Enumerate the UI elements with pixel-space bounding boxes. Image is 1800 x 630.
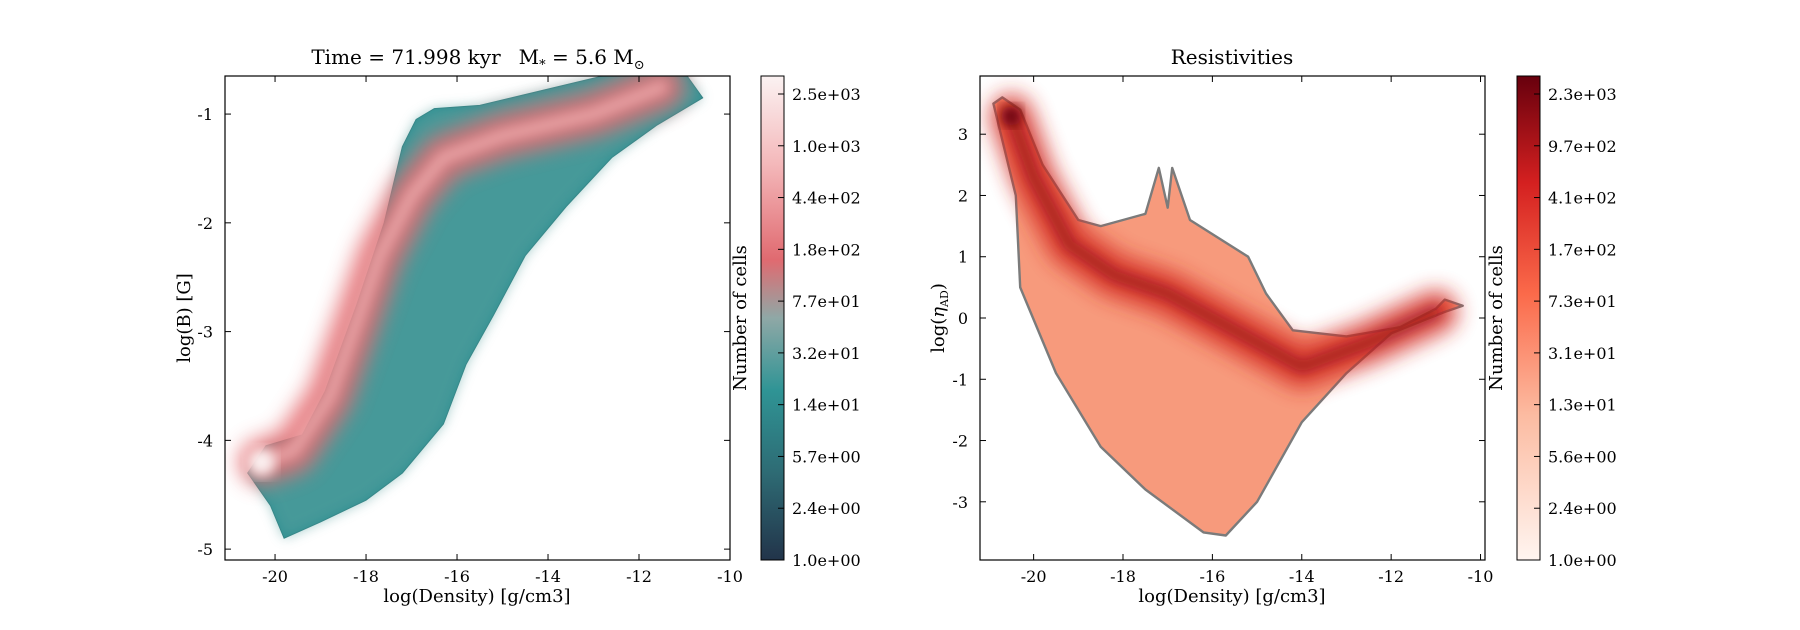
colorbar-tick-label: 2.3e+03: [1548, 85, 1617, 104]
y-tick-label: -5: [197, 540, 213, 559]
x-tick-label: -12: [1378, 567, 1404, 586]
y-tick-label: 3: [958, 125, 968, 144]
panel2-colorbar-label: Number of cells: [1486, 245, 1507, 391]
colorbar-tick-label: 1.0e+00: [1548, 551, 1617, 570]
colorbar-tick-label: 4.1e+02: [1548, 189, 1617, 208]
y-tick-label: -2: [197, 214, 213, 233]
y-tick-label: 1: [958, 248, 968, 267]
y-tick-label: -2: [952, 432, 968, 451]
panel2-title: Resistivities: [1171, 45, 1293, 69]
colorbar-tick-label: 2.5e+03: [792, 85, 861, 104]
panel2-y-ticks: -3 -2 -1 0 1 2 3: [952, 125, 1485, 512]
colorbar-tick-label: 9.7e+02: [1548, 137, 1617, 156]
colorbar-tick-label: 2.4e+00: [792, 499, 861, 518]
colorbar-tick-label: 1.3e+01: [1548, 396, 1617, 415]
colorbar-tick-label: 1.0e+03: [792, 137, 861, 156]
panel2-colorbar: [1516, 75, 1541, 561]
panel1-y-ticks: -5 -4 -3 -2 -1: [197, 105, 730, 559]
colorbar-tick-label: 1.8e+02: [792, 240, 861, 259]
panel1-x-label: log(Density) [g/cm3]: [383, 586, 570, 607]
panel1-colorbar: [760, 75, 785, 561]
x-tick-label: -10: [1468, 567, 1494, 586]
colorbar-tick-label: 1.4e+01: [792, 396, 861, 415]
x-tick-label: -20: [262, 567, 288, 586]
colorbar-tick-label: 5.7e+00: [792, 447, 861, 466]
colorbar-tick-label: 1.0e+00: [792, 551, 861, 570]
panel2-colorbar-ticks: 2.3e+03 9.7e+02 4.1e+02 1.7e+02 7.3e+01 3.1e+…: [1534, 85, 1617, 570]
panel1-colorbar-label: Number of cells: [730, 245, 751, 391]
colorbar-tick-label: 3.1e+01: [1548, 344, 1617, 363]
colorbar-tick-label: 2.4e+00: [1548, 499, 1617, 518]
panel1-distribution-ridge: [255, 80, 668, 469]
colorbar-tick-label: 4.4e+02: [792, 189, 861, 208]
panel1-distribution-midtone: [247, 76, 703, 539]
x-tick-label: -14: [535, 567, 561, 586]
panel1-y-label: log(B) [G]: [174, 273, 195, 363]
colorbar-tick-label: 7.3e+01: [1548, 292, 1617, 311]
y-tick-label: 0: [958, 309, 968, 328]
x-tick-label: -16: [1200, 567, 1226, 586]
panel1-title: Time = 71.998 kyr M* = 5.6 M⊙: [311, 45, 644, 73]
panel1-x-ticks: -20 -18 -16 -14 -12 -10: [262, 76, 743, 586]
panel2-x-label: log(Density) [g/cm3]: [1138, 586, 1325, 607]
x-tick-label: -14: [1289, 567, 1315, 586]
panel2-y-label: log(ηAD): [928, 283, 951, 353]
colorbar-tick-label: 7.7e+01: [792, 292, 861, 311]
x-tick-label: -20: [1021, 567, 1047, 586]
panel1-colorbar-ticks: 2.5e+03 1.0e+03 4.4e+02 1.8e+02 7.7e+01 3.2e+…: [778, 85, 861, 570]
x-tick-label: -10: [717, 567, 743, 586]
panel1-axes-frame: [224, 75, 731, 561]
panel1-density-peak: [247, 448, 276, 477]
x-tick-label: -16: [444, 567, 470, 586]
y-tick-label: -3: [197, 323, 213, 342]
y-tick-label: -3: [952, 493, 968, 512]
y-tick-label: -1: [952, 370, 968, 389]
y-tick-label: 2: [958, 186, 968, 205]
panel2-density-peak: [1001, 105, 1022, 126]
panel2-x-ticks: -20 -18 -16 -14 -12 -10: [1021, 76, 1494, 586]
y-tick-label: -4: [197, 431, 213, 450]
x-tick-label: -18: [353, 567, 379, 586]
panel-resistivities: Resistivities -20 -18 -16 -14 -12 -10 -3-2-10…: [928, 45, 1617, 607]
panel2-distribution-ridge: [1006, 110, 1441, 372]
x-tick-label: -18: [1110, 567, 1136, 586]
colorbar-tick-label: 5.6e+00: [1548, 447, 1617, 466]
colorbar-tick-label: 3.2e+01: [792, 344, 861, 363]
y-tick-label: -1: [197, 105, 213, 124]
panel-magnetic-field: Time = 71.998 kyr M* = 5.6 M⊙ -20 -18 -16 -1…: [174, 45, 861, 607]
x-tick-label: -12: [626, 567, 652, 586]
colorbar-tick-label: 1.7e+02: [1548, 240, 1617, 259]
